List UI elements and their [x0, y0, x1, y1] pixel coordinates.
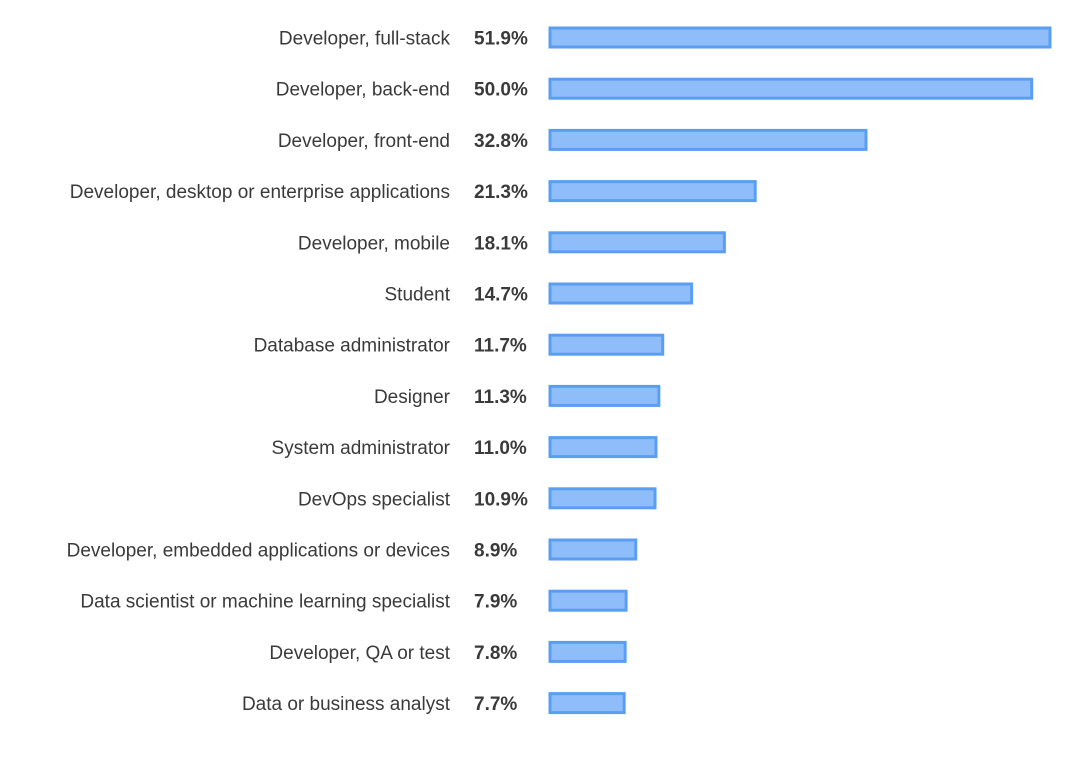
- value-label: 7.8%: [474, 643, 517, 664]
- category-label: Developer, desktop or enterprise applica…: [70, 182, 450, 203]
- value-label: 11.3%: [474, 387, 527, 408]
- bar: [548, 538, 638, 561]
- category-label: System administrator: [272, 438, 451, 459]
- value-label: 8.9%: [474, 541, 517, 562]
- value-label: 10.9%: [474, 489, 528, 510]
- value-label: 18.1%: [474, 233, 528, 254]
- bar: [548, 692, 626, 715]
- bar: [548, 333, 665, 356]
- value-label: 51.9%: [474, 29, 528, 50]
- value-label: 32.8%: [474, 131, 528, 152]
- bar: [548, 180, 757, 203]
- value-label: 21.3%: [474, 182, 528, 203]
- category-label: Data or business analyst: [242, 694, 451, 715]
- bar: [548, 487, 657, 510]
- bar: [548, 436, 658, 459]
- bar: [548, 26, 1052, 49]
- category-label: Developer, mobile: [298, 233, 450, 254]
- category-label: Developer, full-stack: [279, 29, 451, 50]
- category-label: Developer, QA or test: [269, 643, 450, 664]
- category-label: Developer, embedded applications or devi…: [67, 541, 450, 562]
- bars: [548, 26, 1052, 715]
- value-label: 11.0%: [474, 438, 527, 459]
- category-label: Student: [385, 285, 451, 306]
- bar: [548, 384, 661, 407]
- value-label: 11.7%: [474, 336, 527, 357]
- bar: [548, 128, 868, 151]
- value-labels: 51.9% 50.0% 32.8% 21.3% 18.1% 14.7% 11.7% 11.3%…: [474, 29, 528, 716]
- category-label: DevOps specialist: [298, 489, 451, 510]
- value-label: 7.9%: [474, 592, 517, 613]
- bar: [548, 640, 627, 663]
- category-label: Data scientist or machine learning speci…: [80, 592, 450, 613]
- value-label: 50.0%: [474, 80, 528, 101]
- category-labels: Developer, full-stack Developer, back-end…: [67, 29, 451, 716]
- category-label: Developer, front-end: [278, 131, 450, 152]
- bar: [548, 231, 726, 254]
- bar: [548, 589, 628, 612]
- bar: [548, 282, 694, 305]
- category-label: Database administrator: [254, 336, 451, 357]
- category-label: Designer: [374, 387, 451, 408]
- value-label: 7.7%: [474, 694, 517, 715]
- bar: [548, 77, 1034, 100]
- category-label: Developer, back-end: [276, 80, 450, 101]
- value-label: 14.7%: [474, 285, 528, 306]
